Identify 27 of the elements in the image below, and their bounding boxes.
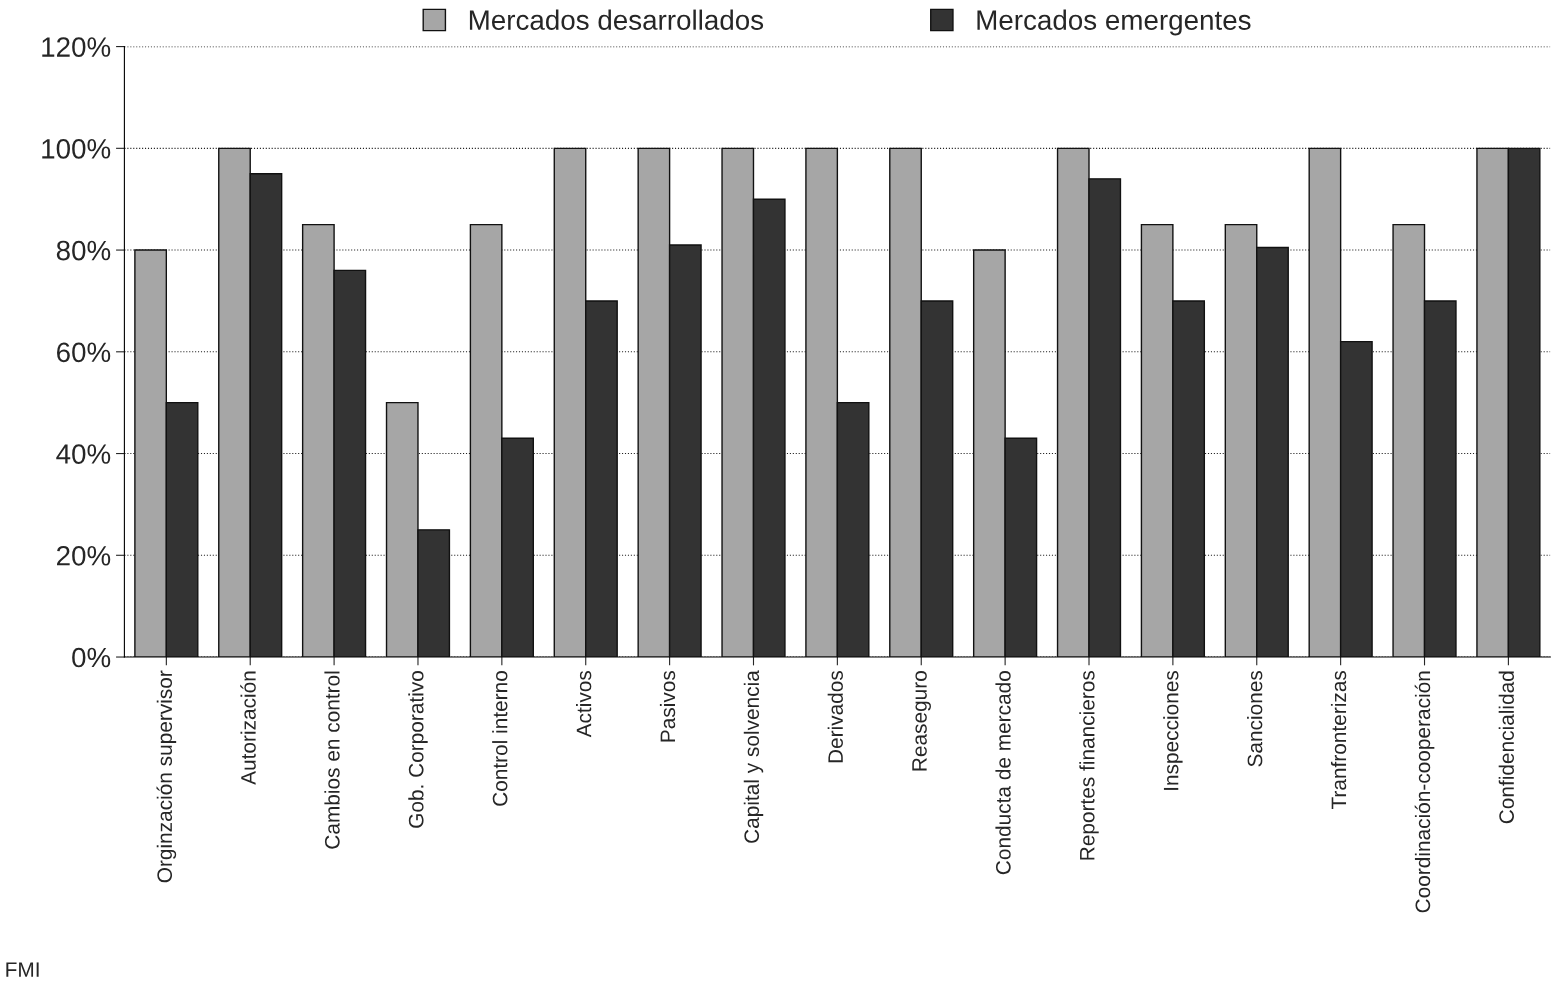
y-tick-label: 40% (56, 444, 111, 464)
x-tick-label: Reaseguro (912, 671, 931, 771)
x-tick-label: Coordinación-cooperación (1414, 671, 1435, 913)
legend-label: Mercados emergentes (977, 9, 1251, 36)
y-tick-label: 0% (72, 647, 111, 668)
x-tick-label: Sanciones (1247, 670, 1263, 767)
y-tick-label: 120% (42, 37, 111, 57)
x-tick-label: Capital y solvencia (743, 670, 764, 843)
x-tick-label: Derivados (827, 670, 843, 763)
x-tick-label: Activos (576, 670, 592, 738)
x-tick-label: Gob. Corporativo (408, 671, 428, 828)
x-tick-label: Reportes financieros (1079, 670, 1099, 860)
x-tick-label: Confidencialidad (1498, 671, 1514, 824)
legend-label: Mercados desarrollados (469, 9, 764, 30)
y-tick-label: 20% (57, 545, 111, 566)
x-tick-label: Autorización (240, 671, 256, 785)
y-tick-label: 80% (56, 240, 111, 261)
x-tick-label: Cambios en control (324, 671, 340, 849)
y-tick-label: 100% (42, 138, 111, 159)
x-tick-label: Conducta de mercado (995, 671, 1011, 875)
x-tick-label: Pasivos (659, 670, 676, 742)
x-tick-label: Inspecciones (1163, 670, 1183, 790)
x-tick-label: Control interno (492, 671, 508, 806)
x-tick-label: Orginzación supervisor (156, 670, 177, 883)
text: FMI (6, 962, 39, 977)
y-tick-label: 60% (57, 342, 111, 363)
x-tick-label: Tranfronterizas (1330, 670, 1347, 810)
